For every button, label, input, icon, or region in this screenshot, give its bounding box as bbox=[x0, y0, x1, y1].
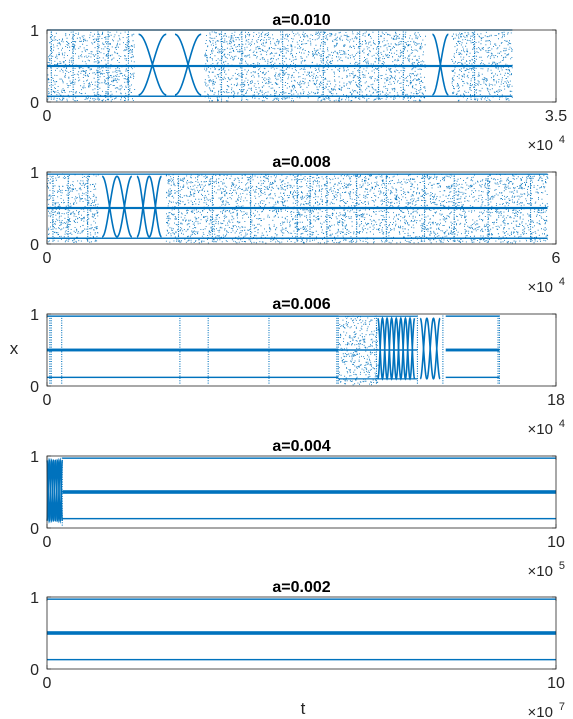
axes-box bbox=[46, 313, 557, 387]
panel-1: 0 3.5 0 1 a=0.010 ×10 4 bbox=[30, 12, 567, 154]
data-band bbox=[47, 598, 556, 600]
data-points bbox=[47, 173, 549, 244]
x-tick-label: 0 bbox=[43, 534, 52, 551]
y-tick-label: 0 bbox=[30, 521, 39, 538]
panel-2: 0 6 0 1 a=0.008 ×10 4 bbox=[30, 154, 565, 296]
data-band bbox=[338, 315, 418, 317]
x-tick-label: 6 bbox=[552, 250, 561, 267]
data-orbit bbox=[46, 457, 64, 524]
y-tick-label: 0 bbox=[30, 662, 39, 679]
x-exponent: ×10 bbox=[528, 279, 553, 296]
y-tick-label: 0 bbox=[30, 95, 39, 112]
panel-title: a=0.002 bbox=[272, 579, 330, 596]
axes-box bbox=[46, 596, 557, 670]
panel-title: a=0.006 bbox=[272, 296, 330, 313]
x-tick-label: 10 bbox=[547, 534, 565, 551]
data-points bbox=[47, 598, 556, 661]
data-orbit bbox=[102, 175, 132, 238]
data-band bbox=[47, 315, 339, 317]
x-exponent-power: 4 bbox=[559, 418, 565, 430]
y-tick-label: 1 bbox=[30, 307, 39, 324]
panel-title: a=0.010 bbox=[272, 12, 330, 29]
ylabel: x bbox=[10, 339, 19, 358]
panel-5: 0 10 0 1 a=0.002 ×10 7 bbox=[30, 579, 565, 719]
data-orbit bbox=[136, 175, 162, 238]
data-orbit bbox=[377, 316, 416, 381]
data-scatter bbox=[47, 173, 549, 244]
data-band bbox=[47, 64, 513, 68]
data-orbit bbox=[174, 33, 202, 96]
panel-title: a=0.008 bbox=[272, 154, 330, 171]
x-exponent-power: 5 bbox=[559, 560, 565, 572]
x-exponent: ×10 bbox=[528, 704, 553, 719]
panels: 0 3.5 0 1 a=0.010 ×10 4 0 6 0 1 a=0.008 ×10 4 0 18 0 1 a=0… bbox=[30, 12, 567, 719]
x-exponent: ×10 bbox=[528, 421, 553, 438]
data-orbit bbox=[419, 317, 441, 380]
data-band bbox=[47, 95, 513, 97]
data-points bbox=[47, 29, 513, 102]
data-band bbox=[47, 376, 339, 379]
y-tick-label: 1 bbox=[30, 449, 39, 466]
data-points bbox=[46, 457, 557, 527]
x-tick-label: 0 bbox=[43, 675, 52, 692]
data-band bbox=[47, 658, 556, 661]
data-orbit bbox=[138, 33, 167, 96]
y-tick-label: 1 bbox=[30, 23, 39, 40]
x-exponent: ×10 bbox=[528, 563, 553, 580]
x-exponent-power: 4 bbox=[559, 134, 565, 146]
axes-box bbox=[46, 29, 557, 103]
axes-box bbox=[46, 455, 557, 529]
xlabel: t bbox=[301, 699, 306, 718]
panel-3: 0 18 0 1 a=0.006 ×10 4 bbox=[30, 296, 565, 438]
x-exponent-power: 4 bbox=[559, 276, 565, 288]
panel-title: a=0.004 bbox=[272, 438, 330, 455]
data-orbit bbox=[136, 175, 162, 238]
axes-box bbox=[46, 171, 557, 245]
x-tick-label: 10 bbox=[547, 675, 565, 692]
data-points bbox=[47, 315, 500, 386]
y-tick-label: 0 bbox=[30, 237, 39, 254]
data-orbit bbox=[377, 316, 416, 381]
x-exponent: ×10 bbox=[528, 137, 553, 154]
data-band bbox=[445, 315, 500, 317]
data-orbit bbox=[102, 175, 132, 238]
data-band bbox=[338, 349, 418, 351]
data-band bbox=[445, 376, 500, 379]
data-band bbox=[47, 631, 556, 635]
data-band bbox=[62, 490, 557, 494]
data-band bbox=[47, 348, 339, 352]
x-tick-label: 0 bbox=[43, 250, 52, 267]
y-tick-label: 1 bbox=[30, 590, 39, 607]
data-band bbox=[338, 378, 418, 380]
panel-4: 0 10 0 1 a=0.004 ×10 5 bbox=[30, 438, 565, 580]
y-tick-label: 1 bbox=[30, 165, 39, 182]
x-tick-label: 3.5 bbox=[545, 108, 567, 125]
data-band bbox=[62, 457, 557, 459]
x-tick-label: 0 bbox=[43, 392, 52, 409]
data-band bbox=[62, 517, 557, 520]
x-tick-label: 0 bbox=[43, 108, 52, 125]
y-tick-label: 0 bbox=[30, 379, 39, 396]
data-orbit bbox=[432, 33, 449, 96]
data-band bbox=[445, 348, 500, 352]
x-exponent-power: 7 bbox=[559, 701, 565, 713]
x-tick-label: 18 bbox=[547, 392, 565, 409]
